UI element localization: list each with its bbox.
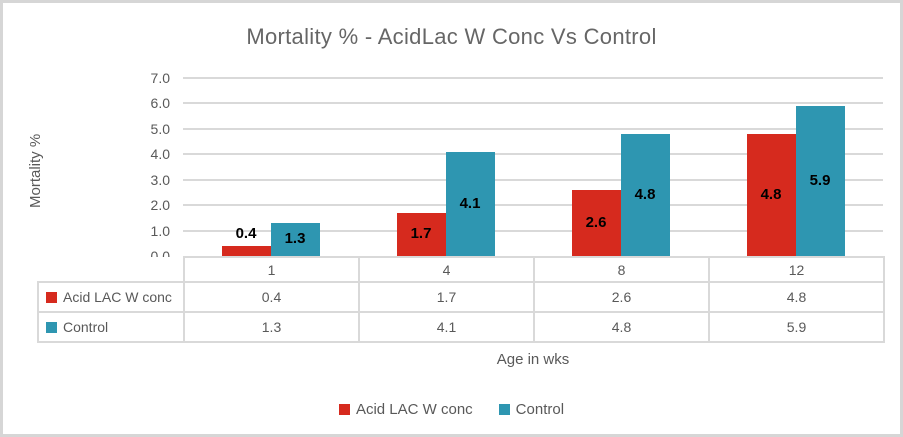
series2-swatch-icon bbox=[46, 321, 57, 333]
gridline bbox=[183, 204, 883, 207]
value-cell: 4.8 bbox=[533, 311, 710, 343]
bar-data-label: 1.7 bbox=[410, 225, 432, 243]
x-axis-title: Age in wks bbox=[496, 351, 570, 368]
category-cell: 1 bbox=[183, 256, 360, 283]
legend-item-control: Control bbox=[498, 401, 565, 418]
legend-item-acid-lac-w-conc: Acid LAC W conc bbox=[338, 401, 473, 418]
bar-control-wk12: 5.9 bbox=[795, 105, 845, 256]
y-tick-label: 1.0 bbox=[150, 222, 170, 239]
value-cell: 4.1 bbox=[358, 311, 535, 343]
bar-group-8: 2.6 4.8 bbox=[533, 78, 708, 256]
gridline bbox=[183, 178, 883, 181]
chart-title: Mortality % - AcidLac W Conc Vs Control bbox=[246, 24, 657, 49]
bar-data-label: 1.3 bbox=[284, 230, 306, 248]
y-axis-title: Mortality % bbox=[27, 133, 44, 208]
bar-data-label: 4.1 bbox=[459, 194, 481, 212]
gridline bbox=[183, 153, 883, 156]
data-table: 1 4 8 12 Acid LAC W conc 0.4 1.7 2.6 4.8… bbox=[37, 256, 885, 343]
category-cell: 4 bbox=[358, 256, 535, 283]
value-cell: 0.4 bbox=[183, 281, 360, 313]
value-cell: 4.8 bbox=[708, 281, 885, 313]
bar-control-wk8: 4.8 bbox=[620, 133, 670, 256]
series1-name: Acid LAC W conc bbox=[63, 289, 172, 305]
gridline bbox=[183, 102, 883, 105]
gridline bbox=[183, 127, 883, 130]
bar-group-4: 1.7 4.1 bbox=[358, 78, 533, 256]
y-tick-label: 5.0 bbox=[150, 120, 170, 137]
bar-group-1: 0.4 1.3 bbox=[183, 78, 358, 256]
legend-series1-label: Acid LAC W conc bbox=[355, 401, 473, 418]
series2-name: Control bbox=[63, 319, 109, 335]
y-tick-label: 7.0 bbox=[150, 70, 170, 86]
y-tick-label: 2.0 bbox=[150, 197, 170, 214]
value-cell: 1.3 bbox=[183, 311, 360, 343]
legend: Acid LAC W conc Control bbox=[3, 401, 900, 418]
series1-swatch-icon bbox=[46, 291, 57, 303]
table-corner-cell bbox=[38, 257, 184, 282]
bar-data-label: 4.8 bbox=[760, 185, 782, 203]
table-series1-row: Acid LAC W conc 0.4 1.7 2.6 4.8 bbox=[37, 281, 885, 313]
series1-header-cell: Acid LAC W conc bbox=[37, 281, 185, 313]
category-cell: 8 bbox=[533, 256, 710, 283]
bar-group-12: 4.8 5.9 bbox=[708, 78, 883, 256]
bar-data-label: 2.6 bbox=[585, 213, 607, 231]
category-cell: 12 bbox=[708, 256, 885, 283]
table-series2-row: Control 1.3 4.1 4.8 5.9 bbox=[37, 311, 885, 343]
bar-control-wk1: 1.3 bbox=[270, 222, 320, 256]
bar-data-label: 5.9 bbox=[809, 171, 831, 189]
value-cell: 5.9 bbox=[708, 311, 885, 343]
bar-acid-lac-wk8: 2.6 bbox=[571, 189, 621, 256]
legend-series2-label: Control bbox=[515, 401, 565, 418]
legend-series1-swatch-icon bbox=[338, 404, 350, 415]
bar-acid-lac-wk1: 0.4 bbox=[221, 225, 271, 256]
series2-header-cell: Control bbox=[37, 311, 185, 343]
y-tick-label: 4.0 bbox=[150, 146, 170, 163]
bar-data-label: 0.4 bbox=[235, 224, 257, 242]
bar-acid-lac-wk4: 1.7 bbox=[396, 212, 446, 256]
plot-area: 0.4 1.3 1.7 4.1 2.6 4.8 4.8 5.9 bbox=[183, 77, 883, 256]
value-cell: 2.6 bbox=[533, 281, 710, 313]
value-cell: 1.7 bbox=[358, 281, 535, 313]
legend-series2-swatch-icon bbox=[498, 404, 510, 415]
bar-data-label: 4.8 bbox=[634, 185, 656, 203]
y-tick-label: 3.0 bbox=[150, 171, 170, 188]
bar-acid-lac-wk12: 4.8 bbox=[746, 133, 796, 256]
table-category-row: 1 4 8 12 bbox=[38, 256, 885, 283]
gridline bbox=[183, 229, 883, 232]
gridline bbox=[183, 77, 883, 79]
y-tick-label: 6.0 bbox=[150, 95, 170, 112]
bar-control-wk4: 4.1 bbox=[445, 151, 495, 256]
